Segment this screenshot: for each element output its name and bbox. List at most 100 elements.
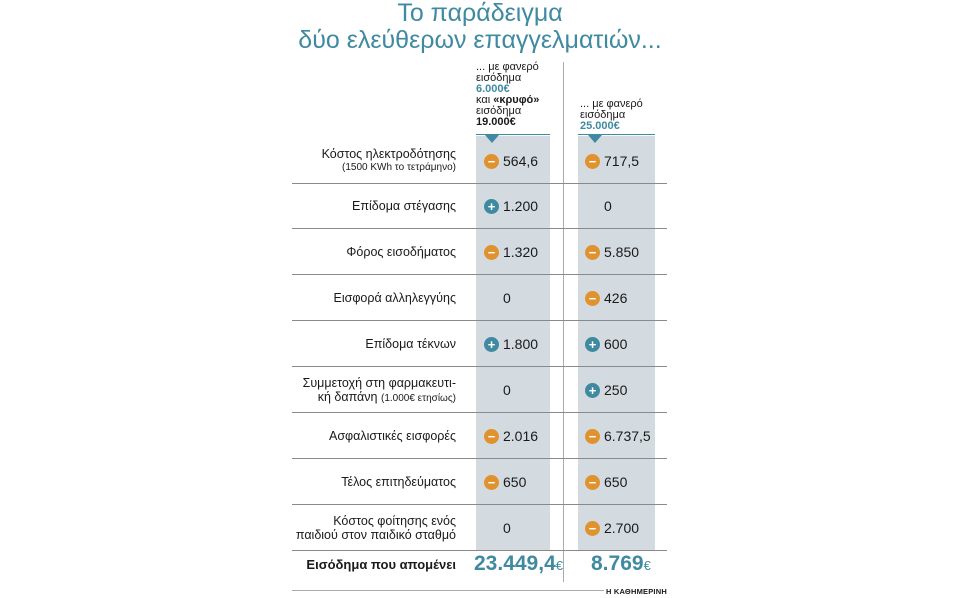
row-label-line-1: Συμμετοχή στη φαρμακευτι- xyxy=(302,376,456,390)
column-1-header-rule xyxy=(476,134,550,135)
minus-icon: − xyxy=(484,428,499,444)
row-label-line-1: Ασφαλιστικές εισφορές xyxy=(329,429,456,443)
total-column-1-value: 23.449,4 xyxy=(474,552,556,575)
plus-icon: + xyxy=(484,336,499,352)
total-column-2-value: 8.769 xyxy=(591,552,644,575)
row-label: Επίδομα τέκνων xyxy=(292,337,456,351)
value-cell-column-1: +1.800 xyxy=(484,334,538,354)
column-2-header-line-2: εισόδημα xyxy=(580,109,626,121)
row-label-line-1: Κόστος φοίτησης ενός xyxy=(333,514,456,528)
title-line-1: Το παράδειγμα xyxy=(397,0,563,27)
column-1-header-line-2: εισόδημα xyxy=(476,72,522,84)
minus-icon: − xyxy=(585,290,600,306)
value-cell-column-1: −650 xyxy=(484,472,526,492)
value-cell-column-2: +600 xyxy=(585,334,627,354)
value-text: 0 xyxy=(503,382,511,398)
row-divider xyxy=(292,504,667,505)
row-label: Συμμετοχή στη φαρμακευτι-κή δαπάνη (1.00… xyxy=(292,376,456,406)
plus-icon: + xyxy=(585,382,600,398)
value-text: 650 xyxy=(604,474,628,490)
value-cell-column-1: 0 xyxy=(484,518,511,538)
value-text: 250 xyxy=(604,382,628,398)
row-label-line-1: Επίδομα στέγασης xyxy=(352,199,456,213)
row-label: Ασφαλιστικές εισφορές xyxy=(292,429,456,443)
row-divider xyxy=(292,412,667,413)
row-label: Εισφορά αλληλεγγύης xyxy=(292,291,456,305)
column-2-header: ... με φανερό εισόδημα 25.000€ xyxy=(580,99,660,132)
column-1-header: ... με φανερό εισόδημα 6.000€ και «κρυφό… xyxy=(476,62,556,128)
value-text: 6.737,5 xyxy=(604,428,651,444)
value-text: 2.700 xyxy=(604,520,640,536)
column-1-pointer xyxy=(485,135,499,143)
value-text: 2.016 xyxy=(503,428,539,444)
value-text: 717,5 xyxy=(604,153,640,169)
row-label: Επίδομα στέγασης xyxy=(292,199,456,213)
value-text: 0 xyxy=(503,520,511,536)
value-text: 600 xyxy=(604,336,628,352)
total-column-1: 23.449,4€ xyxy=(474,552,563,576)
column-separator xyxy=(563,62,564,582)
column-1-header-amount-2: 19.000€ xyxy=(476,116,516,128)
row-divider xyxy=(292,274,667,275)
row-divider xyxy=(292,183,667,184)
plus-icon: + xyxy=(585,336,600,352)
row-label: Κόστος φοίτησης ενός παιδιού στον παιδικό… xyxy=(292,514,456,542)
value-cell-column-2: 0 xyxy=(585,196,612,216)
row-label-line-1: Τέλος επιτηδεύματος xyxy=(341,475,456,489)
column-2-pointer xyxy=(588,135,602,143)
row-label-line-2-text: παιδιού στον παιδικό σταθμό xyxy=(295,528,456,542)
row-label: Φόρος εισοδήματος xyxy=(292,245,456,259)
minus-icon: − xyxy=(585,244,600,260)
value-cell-column-2: −426 xyxy=(585,288,627,308)
value-cell-column-2: −6.737,5 xyxy=(585,426,651,446)
minus-icon: − xyxy=(585,428,600,444)
value-cell-column-1: −1.320 xyxy=(484,242,538,262)
minus-icon: − xyxy=(484,474,499,490)
row-divider xyxy=(292,320,667,321)
minus-icon: − xyxy=(484,244,499,260)
total-column-2: 8.769€ xyxy=(591,552,651,576)
column-1-header-line-4: εισόδημα xyxy=(476,105,522,117)
row-label-line-1: Εισφορά αλληλεγγύης xyxy=(333,291,456,305)
title-line-2: δύο ελεύθερων επαγγελματιών... xyxy=(298,26,662,54)
value-text: 5.850 xyxy=(604,244,640,260)
row-label-line-1: Κόστος ηλεκτροδότησης xyxy=(321,147,456,161)
value-text: 0 xyxy=(503,290,511,306)
value-cell-column-2: −650 xyxy=(585,472,627,492)
column-1-header-line-3-bold: «κρυφό» xyxy=(493,94,540,106)
value-text: 650 xyxy=(503,474,527,490)
value-cell-column-1: +1.200 xyxy=(484,196,538,216)
row-label-line-2: κή δαπάνη (1.000€ ετησίως) xyxy=(292,390,456,406)
totals-label: Εισόδημα που απομένει xyxy=(306,557,456,572)
row-label-line-1: Επίδομα τέκνων xyxy=(365,337,456,351)
footer-rule xyxy=(292,590,667,591)
row-divider xyxy=(292,366,667,367)
column-2-header-line-1: ... με φανερό xyxy=(580,98,643,110)
minus-icon: − xyxy=(585,520,600,536)
value-text: 426 xyxy=(604,290,628,306)
minus-icon: − xyxy=(585,474,600,490)
column-1-header-line-1: ... με φανερό xyxy=(476,61,539,73)
column-1-header-amount-1: 6.000€ xyxy=(476,83,510,95)
column-2-header-rule xyxy=(578,134,655,135)
source-credit: Η ΚΑΘΗΜΕΡΙΝΗ xyxy=(604,587,669,596)
row-sublabel: (1.000€ ετησίως) xyxy=(380,393,456,404)
row-label-line-2: παιδιού στον παιδικό σταθμό xyxy=(292,528,456,542)
minus-icon: − xyxy=(585,153,600,169)
value-cell-column-1: −2.016 xyxy=(484,426,538,446)
value-text: 564,6 xyxy=(503,153,539,169)
value-cell-column-1: −564,6 xyxy=(484,151,538,171)
column-2-header-amount: 25.000€ xyxy=(580,120,620,132)
value-text: 1.800 xyxy=(503,336,539,352)
row-label-line-1: Φόρος εισοδήματος xyxy=(346,245,456,259)
value-cell-column-2: −717,5 xyxy=(585,151,639,171)
row-divider xyxy=(292,458,667,459)
value-text: 0 xyxy=(604,198,612,214)
column-1-header-line-3-prefix: και xyxy=(476,94,494,106)
total-column-1-currency: € xyxy=(555,558,563,573)
totals-rule xyxy=(292,550,667,551)
row-label: Τέλος επιτηδεύματος xyxy=(292,475,456,489)
minus-icon: − xyxy=(484,153,499,169)
row-divider xyxy=(292,228,667,229)
column-1-header-line-3: και «κρυφό» xyxy=(476,95,556,106)
